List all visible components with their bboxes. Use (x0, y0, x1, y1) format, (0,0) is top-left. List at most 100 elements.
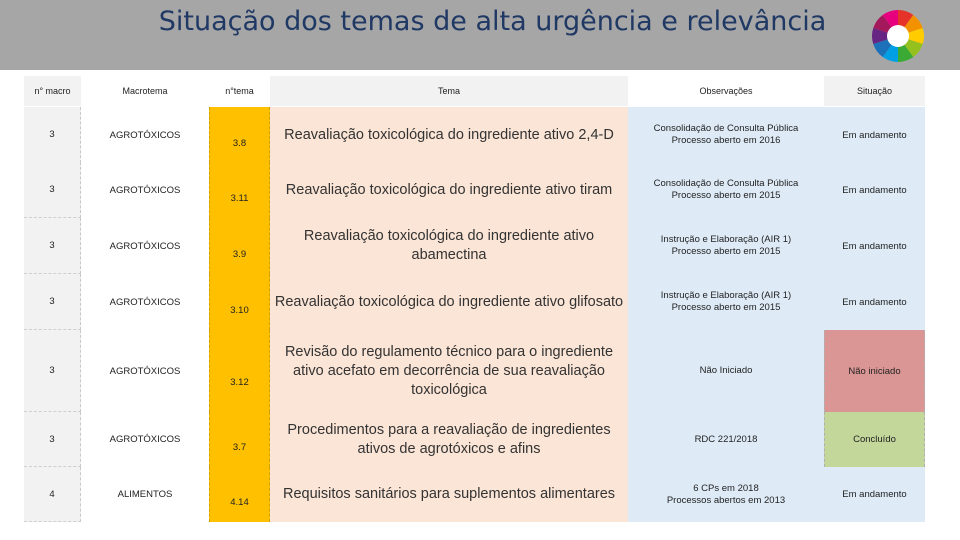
cell-macrotema: AGROTÓXICOS (81, 330, 209, 412)
tema-value: Revisão do regulamento técnico para o in… (284, 343, 614, 398)
observacoes-line1: Não Iniciado (699, 365, 753, 376)
macrotema-value: AGROTÓXICOS (109, 129, 181, 141)
situacao-value: Em andamento (842, 296, 907, 308)
n-tema-value: 4.14 (230, 497, 249, 508)
tema-value: Reavaliação toxicológica do ingrediente … (284, 126, 614, 143)
header-n-macro: n° macro (24, 76, 81, 106)
cell-observacoes: Instrução e Elaboração (AIR 1) Processo a… (628, 218, 824, 274)
cell-observacoes: Consolidação de Consulta Pública Processo… (628, 162, 824, 218)
observacoes-line2: Processo aberto em 2015 (671, 246, 781, 257)
n-tema-value: 3.7 (232, 442, 247, 453)
cell-macrotema: AGROTÓXICOS (81, 218, 209, 274)
header-tema-label: Tema (437, 86, 460, 96)
cell-macrotema: AGROTÓXICOS (81, 107, 209, 163)
cell-macrotema: AGROTÓXICOS (81, 162, 209, 218)
n-macro-value: 3 (49, 433, 55, 445)
tema-value: Procedimentos para a reavaliação de ingr… (287, 421, 611, 457)
observacoes-line1: Consolidação de Consulta Pública (653, 178, 799, 189)
n-macro-value: 3 (49, 240, 55, 251)
cell-observacoes: 6 CPs em 2018 Processos abertos em 2013 (628, 467, 824, 522)
cell-n-tema: 3.8 (209, 107, 270, 163)
cell-n-tema: 4.14 (209, 467, 270, 522)
cell-n-tema: 3.10 (209, 274, 270, 330)
cell-n-tema: 3.9 (209, 218, 270, 274)
observacoes-line1: Instrução e Elaboração (AIR 1) (660, 290, 792, 301)
situacao-value: Em andamento (842, 240, 907, 252)
cell-observacoes: Instrução e Elaboração (AIR 1) Processo a… (628, 274, 824, 330)
cell-tema: Reavaliação toxicológica do ingrediente … (270, 218, 628, 274)
n-macro-value: 3 (49, 184, 55, 195)
cell-tema: Requisitos sanitários para suplementos a… (270, 467, 628, 522)
tema-value: Reavaliação toxicológica do ingrediente … (274, 293, 624, 310)
n-tema-value: 3.11 (230, 193, 249, 204)
observacoes-line2: Processos abertos em 2013 (666, 494, 786, 506)
cell-macrotema: AGROTÓXICOS (81, 274, 209, 330)
header-situacao-label: Situação (856, 86, 893, 96)
tema-value: Requisitos sanitários para suplementos a… (282, 486, 616, 502)
n-tema-value: 3.8 (232, 138, 247, 149)
cell-n-macro: 4 (24, 467, 81, 522)
cell-n-tema: 3.7 (209, 412, 270, 467)
cell-n-macro: 3 (24, 162, 81, 218)
observacoes-line1: RDC 221/2018 (694, 433, 758, 445)
n-macro-value: 3 (49, 365, 55, 376)
cell-n-macro: 3 (24, 274, 81, 330)
observacoes-line1: Consolidação de Consulta Pública (653, 123, 799, 134)
cell-tema: Reavaliação toxicológica do ingrediente … (270, 274, 628, 330)
logo-segment (872, 27, 898, 45)
status-badge: Em andamento (824, 162, 925, 218)
cell-n-macro: 3 (24, 330, 81, 412)
cell-macrotema: ALIMENTOS (81, 467, 209, 522)
status-badge: Em andamento (824, 218, 925, 274)
tema-value: Reavaliação toxicológica do ingrediente … (285, 181, 613, 198)
page-title: Situação dos temas de alta urgência e re… (158, 6, 827, 37)
header-n-tema-label: n°tema (225, 86, 254, 96)
cell-tema: Procedimentos para a reavaliação de ingr… (270, 412, 628, 467)
cell-observacoes: RDC 221/2018 (628, 412, 824, 467)
observacoes-line1: Instrução e Elaboração (AIR 1) (660, 234, 792, 245)
header-n-macro-label: n° macro (34, 86, 71, 96)
n-tema-value: 3.9 (232, 249, 247, 260)
macrotema-value: AGROTÓXICOS (109, 434, 181, 445)
status-badge: Concluído (824, 412, 925, 467)
situacao-value: Em andamento (842, 129, 907, 141)
observacoes-line2: Processo aberto em 2015 (671, 190, 781, 201)
status-badge: Em andamento (824, 467, 925, 522)
n-macro-value: 3 (49, 129, 55, 140)
cell-observacoes: Consolidação de Consulta Pública Processo… (628, 107, 824, 163)
cell-n-macro: 3 (24, 107, 81, 163)
cell-tema: Revisão do regulamento técnico para o in… (270, 330, 628, 412)
situacao-value: Concluído (853, 434, 896, 445)
observacoes-line1: 6 CPs em 2018 (693, 482, 759, 494)
cell-tema: Reavaliação toxicológica do ingrediente … (270, 162, 628, 218)
cell-macrotema: AGROTÓXICOS (81, 412, 209, 467)
macrotema-value: AGROTÓXICOS (109, 184, 181, 196)
n-tema-value: 3.12 (230, 377, 249, 388)
header-n-tema: n°tema (209, 76, 270, 106)
situacao-value: Não iniciado (848, 365, 901, 377)
header-observacoes: Observações (628, 76, 824, 106)
title-bar (0, 0, 960, 70)
observacoes-line2: Processo aberto em 2015 (671, 302, 781, 313)
status-badge: Em andamento (824, 107, 925, 163)
header-macrotema: Macrotema (81, 76, 209, 106)
n-macro-value: 4 (49, 488, 55, 500)
cell-observacoes: Não Iniciado (628, 330, 824, 412)
macrotema-value: AGROTÓXICOS (109, 365, 181, 377)
header-macrotema-label: Macrotema (122, 86, 168, 96)
status-badge: Não iniciado (824, 330, 925, 412)
observacoes-line2: Processo aberto em 2016 (671, 135, 781, 146)
n-tema-value: 3.10 (230, 305, 249, 316)
logo-segment (898, 27, 924, 45)
cell-n-macro: 3 (24, 412, 81, 467)
status-badge: Em andamento (824, 274, 925, 330)
header-situacao: Situação (824, 76, 925, 106)
color-wheel-logo-icon (872, 10, 924, 62)
macrotema-value: AGROTÓXICOS (109, 296, 181, 308)
tema-value: Reavaliação toxicológica do ingrediente … (303, 228, 595, 263)
n-macro-value: 3 (49, 296, 55, 307)
header-observacoes-label: Observações (699, 86, 753, 96)
macrotema-value: AGROTÓXICOS (109, 240, 181, 252)
header-tema: Tema (270, 76, 628, 106)
situacao-value: Em andamento (842, 489, 907, 500)
